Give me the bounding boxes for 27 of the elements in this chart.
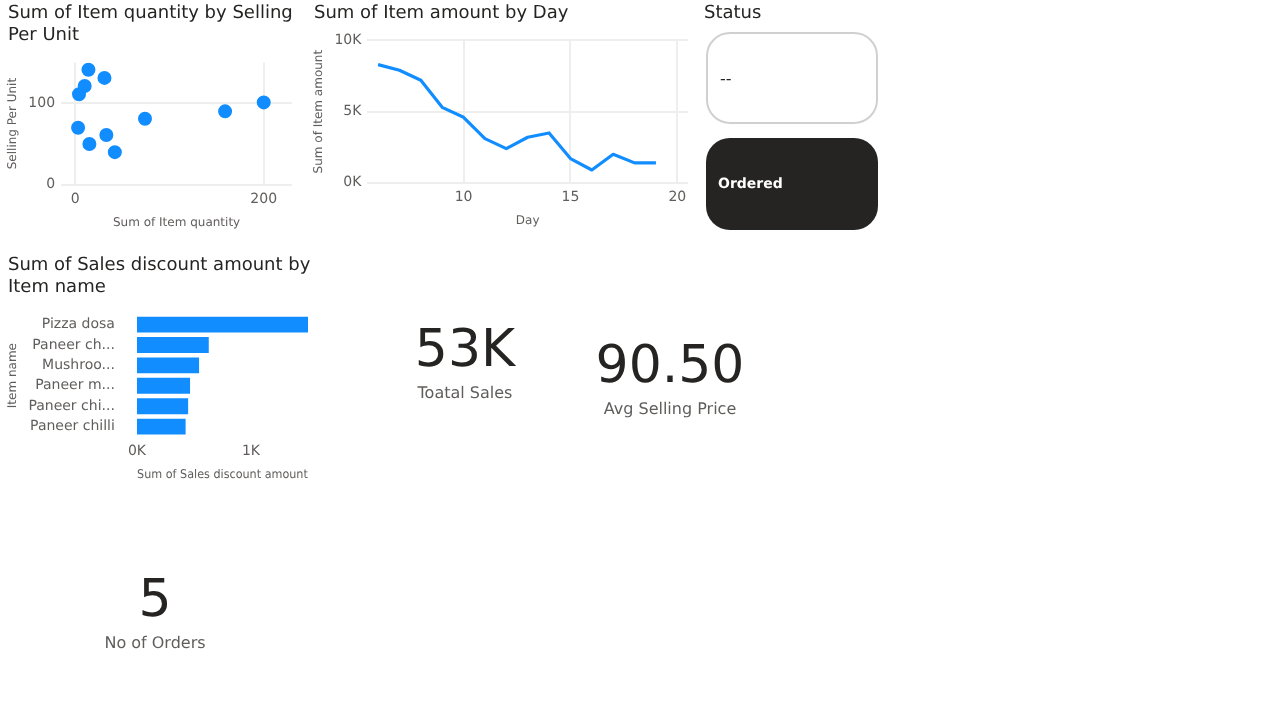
text: Avg Selling Price [601, 400, 739, 418]
chart-title: Sum of Sales discount amount by Item name [6, 254, 313, 300]
text: Toatal Sales [415, 384, 515, 402]
bar [136, 337, 209, 353]
point [81, 62, 96, 77]
bar [136, 398, 189, 415]
point [218, 104, 233, 119]
text: 5 [136, 570, 174, 630]
point [71, 120, 86, 135]
option-tile: -- [706, 32, 878, 124]
point [99, 128, 114, 143]
point [72, 87, 87, 102]
chart-title: Sum of Item amount by Day [312, 2, 571, 26]
chart-title: Sum of Item quantity by Selling Per Unit [6, 2, 295, 48]
text: No of Orders [102, 634, 208, 652]
point [256, 95, 271, 110]
point [107, 145, 122, 160]
bar [136, 357, 200, 374]
bar [136, 377, 191, 394]
text: 90.50 [593, 336, 747, 396]
point [82, 137, 97, 151]
text: Status [702, 2, 764, 28]
point [137, 111, 152, 126]
bar [136, 316, 308, 333]
point [97, 70, 112, 85]
text: 53K [412, 320, 518, 380]
bar [136, 418, 186, 435]
